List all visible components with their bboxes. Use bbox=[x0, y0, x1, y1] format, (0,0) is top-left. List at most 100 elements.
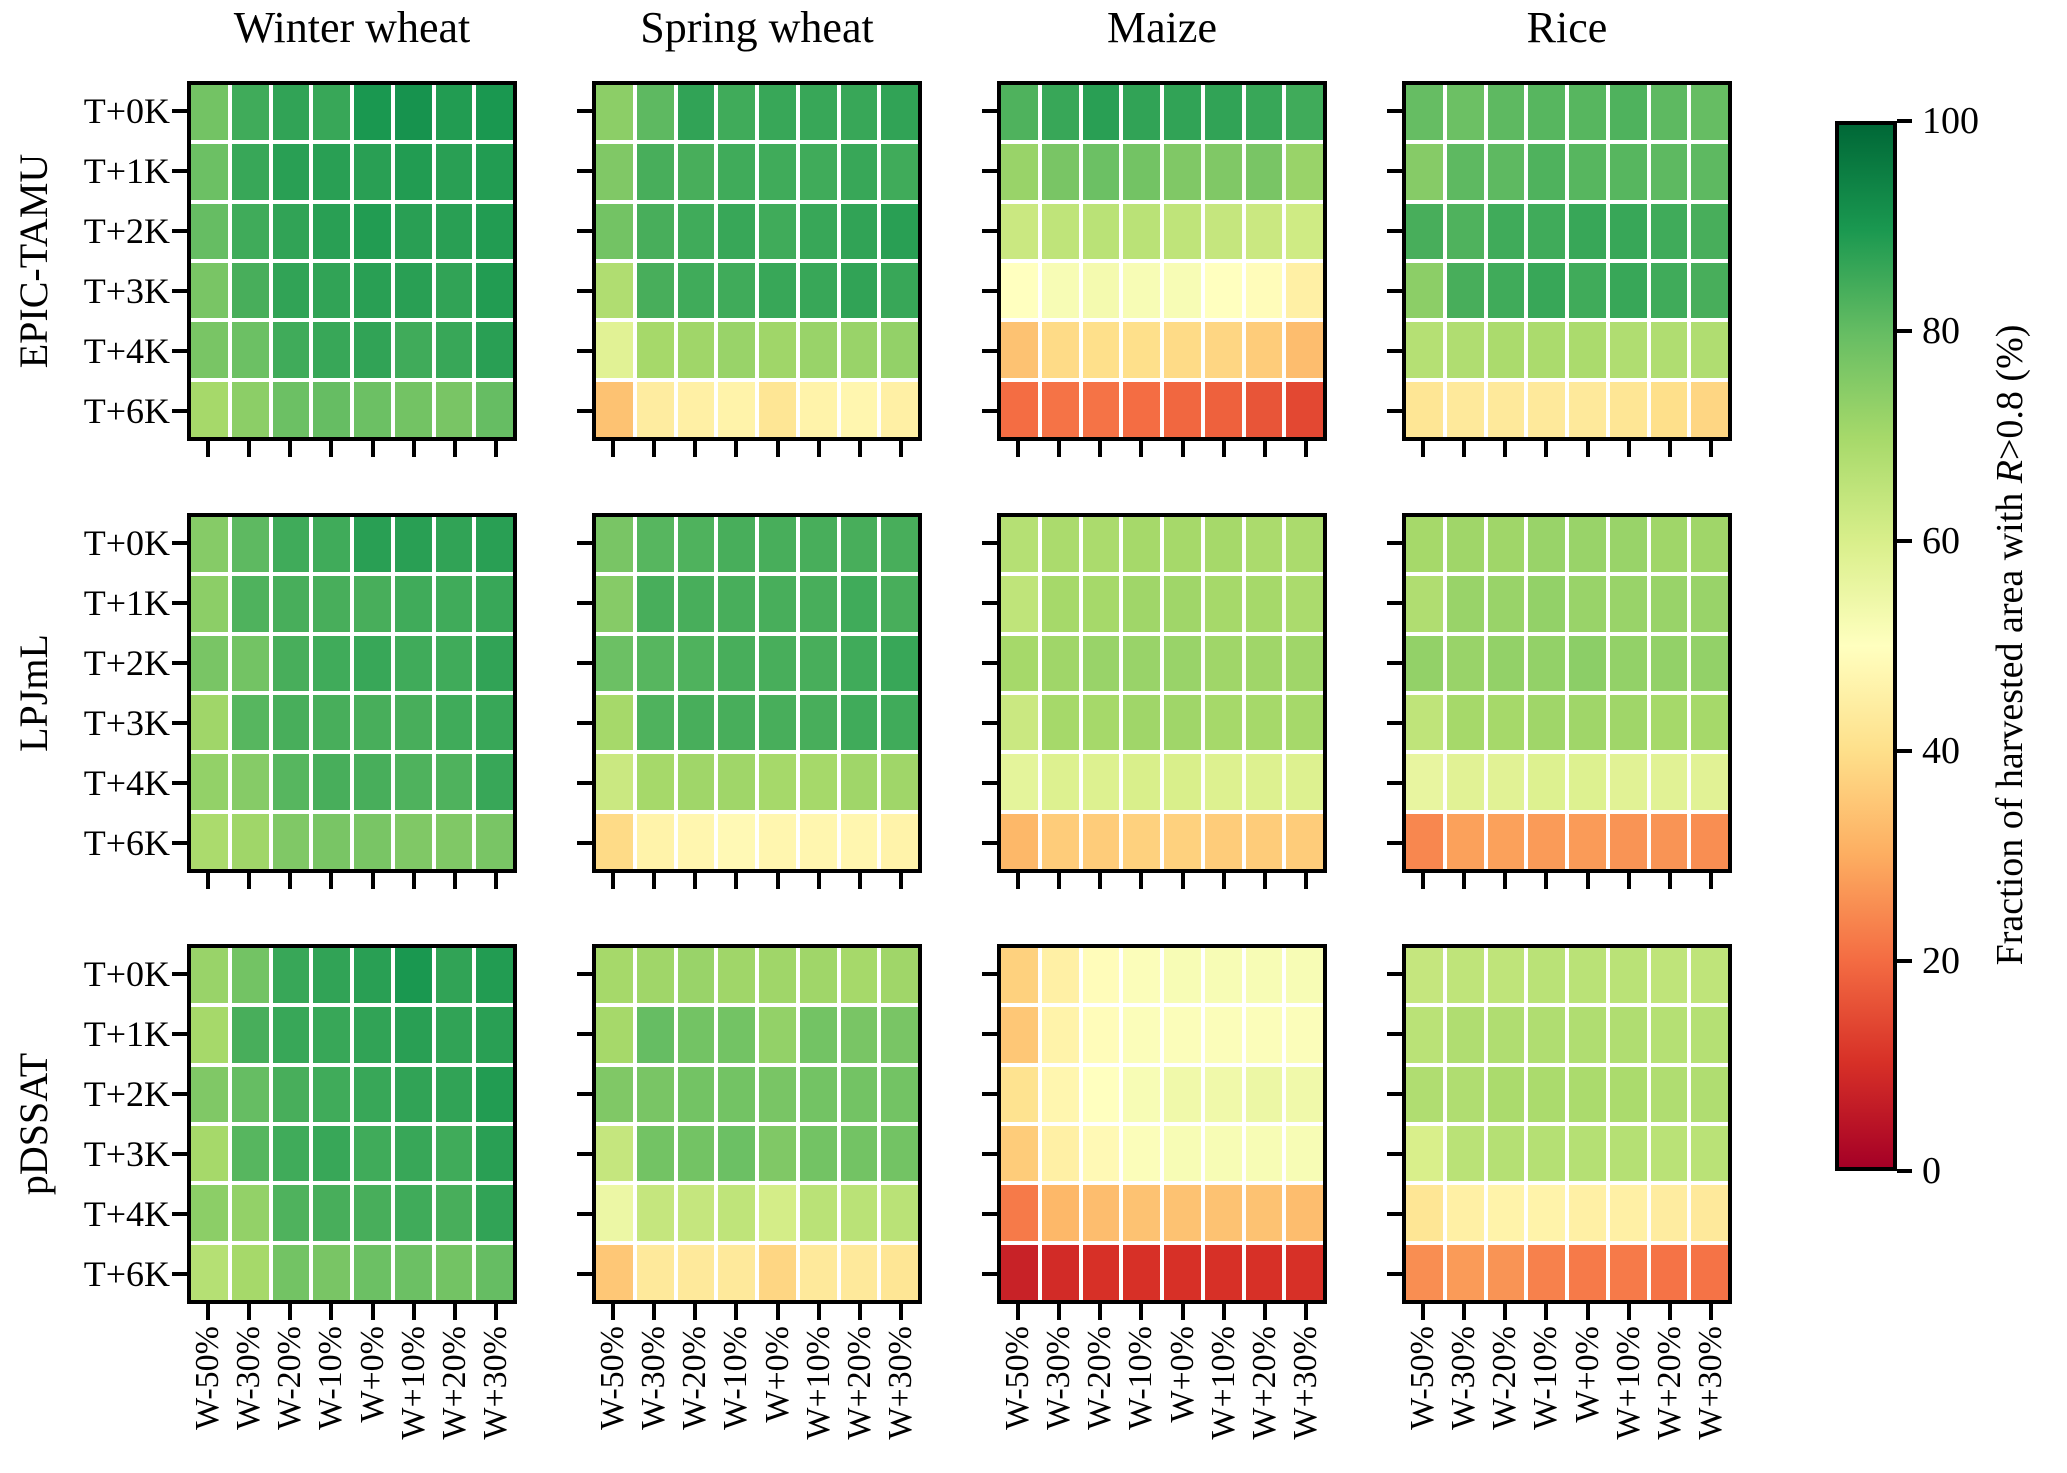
heatmap-cell bbox=[1650, 1066, 1688, 1122]
heatmap-cell bbox=[1691, 948, 1728, 1004]
y-tick bbox=[1387, 1272, 1402, 1276]
heatmap-cell bbox=[435, 754, 473, 810]
heatmap-cell bbox=[1446, 144, 1484, 200]
heatmap-cell bbox=[1446, 517, 1484, 573]
x-tick bbox=[1585, 873, 1590, 889]
y-tick bbox=[172, 169, 187, 173]
heatmap-cell bbox=[354, 381, 391, 437]
y-tick-label: T+1K bbox=[83, 151, 170, 191]
x-tick bbox=[734, 441, 739, 457]
x-tick bbox=[1585, 1304, 1590, 1320]
heatmap-cell bbox=[1164, 694, 1201, 751]
heatmap-cell bbox=[1569, 203, 1606, 259]
heatmap-cell bbox=[718, 1125, 755, 1182]
heatmap-cell bbox=[1082, 754, 1120, 810]
heatmap-cell bbox=[1609, 1185, 1647, 1241]
x-tick bbox=[1709, 1304, 1714, 1320]
heatmap-cell bbox=[1691, 322, 1728, 378]
x-tick bbox=[693, 1304, 698, 1320]
heatmap-cell bbox=[718, 322, 755, 378]
heatmap-cell bbox=[636, 694, 674, 751]
x-tick bbox=[1221, 873, 1226, 889]
y-tick bbox=[982, 661, 997, 665]
heatmap-cell bbox=[1123, 813, 1160, 869]
y-tick bbox=[982, 409, 997, 413]
heatmap-cell bbox=[272, 517, 310, 573]
heatmap-cell bbox=[1406, 754, 1443, 810]
heatmap-cell bbox=[191, 1185, 228, 1241]
column-title-rice: Rice bbox=[1526, 3, 1608, 52]
heatmap-cell bbox=[1041, 635, 1079, 691]
heatmap-cell bbox=[435, 1244, 473, 1300]
heatmap-cell bbox=[677, 517, 715, 573]
heatmap-cell bbox=[272, 381, 310, 437]
heatmap-cell bbox=[1123, 694, 1160, 751]
heatmap-cell bbox=[231, 948, 269, 1004]
x-tick bbox=[1304, 1304, 1309, 1320]
heatmap-cell bbox=[677, 322, 715, 378]
heatmap-cell bbox=[1123, 1007, 1160, 1063]
heatmap-cell bbox=[435, 1007, 473, 1063]
heatmap-cell bbox=[1650, 322, 1688, 378]
heatmap-cell bbox=[1406, 203, 1443, 259]
y-tick bbox=[577, 169, 592, 173]
heatmap-cell bbox=[313, 262, 350, 319]
heatmap-cell bbox=[1609, 144, 1647, 200]
colorbar-tick bbox=[1897, 749, 1912, 753]
heatmap-cell bbox=[759, 1007, 796, 1063]
heatmap-cell bbox=[799, 813, 837, 869]
x-tick bbox=[370, 1304, 375, 1320]
heatmap-cell bbox=[1569, 1066, 1606, 1122]
heatmap-cell bbox=[1406, 1244, 1443, 1300]
heatmap-cell bbox=[435, 517, 473, 573]
heatmap-cell bbox=[1041, 1244, 1079, 1300]
colorbar-label-prefix: Fraction of harvested area with bbox=[1989, 483, 2031, 966]
heatmap-cell bbox=[799, 381, 837, 437]
heatmap-cell bbox=[1082, 85, 1120, 141]
heatmap-cell bbox=[435, 1185, 473, 1241]
heatmap-cell bbox=[435, 813, 473, 869]
colorbar-tick bbox=[1897, 119, 1912, 123]
heatmap-cell bbox=[313, 1185, 350, 1241]
heatmap-cell bbox=[1041, 1185, 1079, 1241]
heatmap-cell bbox=[718, 144, 755, 200]
heatmap-cell bbox=[1001, 1185, 1038, 1241]
colorbar-tick bbox=[1897, 329, 1912, 333]
heatmap-cell bbox=[1082, 694, 1120, 751]
heatmap-cell bbox=[1245, 203, 1283, 259]
y-tick bbox=[172, 1152, 187, 1156]
x-tick bbox=[1585, 441, 1590, 457]
heatmap-panel-lpjml-spring-wheat bbox=[592, 513, 922, 873]
heatmap-cell bbox=[476, 85, 513, 141]
x-tick bbox=[899, 1304, 904, 1320]
heatmap-cell bbox=[394, 813, 432, 869]
x-tick bbox=[651, 1304, 656, 1320]
y-tick bbox=[982, 781, 997, 785]
x-tick bbox=[1139, 1304, 1144, 1320]
y-tick-label: T+1K bbox=[83, 583, 170, 623]
heatmap-cell bbox=[1528, 144, 1565, 200]
heatmap-cell bbox=[1569, 381, 1606, 437]
heatmap-cell bbox=[1041, 948, 1079, 1004]
heatmap-cell bbox=[1569, 322, 1606, 378]
heatmap-cell bbox=[799, 144, 837, 200]
heatmap-cell bbox=[272, 1125, 310, 1182]
heatmap-cell bbox=[1487, 948, 1525, 1004]
heatmap-cell bbox=[1609, 694, 1647, 751]
heatmap-cell bbox=[1650, 948, 1688, 1004]
x-tick-label: W-10% bbox=[312, 1326, 350, 1430]
heatmap-panel-epic-tamu-spring-wheat bbox=[592, 81, 922, 441]
heatmap-cell bbox=[1528, 694, 1565, 751]
y-tick bbox=[577, 1152, 592, 1156]
heatmap-cell bbox=[1569, 262, 1606, 319]
heatmap-cell bbox=[1001, 144, 1038, 200]
x-tick bbox=[1420, 873, 1425, 889]
y-tick-label: T+0K bbox=[83, 523, 170, 563]
heatmap-cell bbox=[191, 576, 228, 632]
heatmap-cell bbox=[1164, 322, 1201, 378]
heatmap-cell bbox=[1245, 517, 1283, 573]
y-tick-label: T+1K bbox=[83, 1014, 170, 1054]
heatmap-cell bbox=[1691, 381, 1728, 437]
heatmap-cell bbox=[313, 322, 350, 378]
heatmap-cell bbox=[718, 85, 755, 141]
